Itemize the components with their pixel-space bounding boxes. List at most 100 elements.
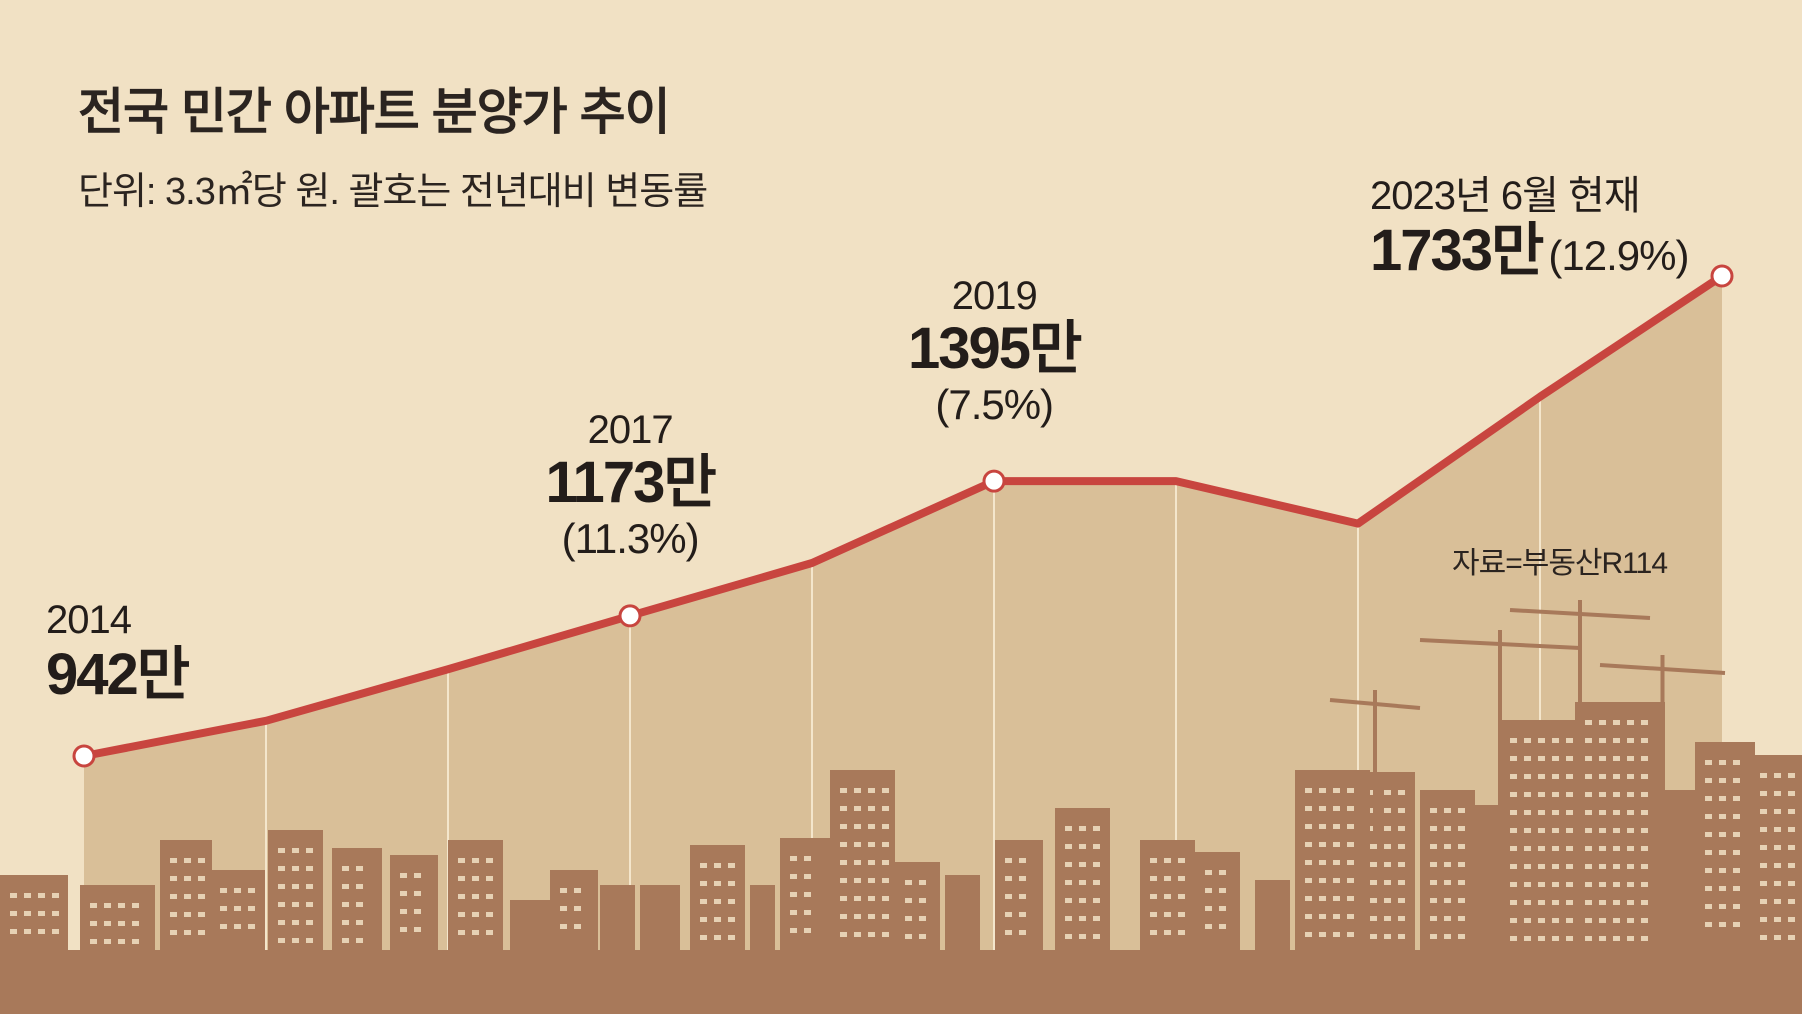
building-window — [1774, 809, 1781, 814]
building-window — [1398, 790, 1405, 795]
building-window — [1205, 870, 1212, 875]
building-window — [1510, 810, 1517, 815]
building-window — [1552, 774, 1559, 779]
building-window — [1370, 916, 1377, 921]
building-window — [882, 932, 889, 937]
building-window — [170, 894, 177, 899]
building-window — [728, 935, 735, 940]
building-window — [574, 888, 581, 893]
building-window — [1524, 936, 1531, 941]
building-window — [414, 909, 421, 914]
building-window — [118, 939, 125, 944]
building-window — [1219, 888, 1226, 893]
building-window — [1370, 898, 1377, 903]
building-window — [1613, 846, 1620, 851]
building-window — [1458, 844, 1465, 849]
building-window — [1705, 832, 1712, 837]
building-window — [1093, 844, 1100, 849]
building-window — [1333, 860, 1340, 865]
building-window — [1641, 900, 1648, 905]
building-window — [52, 911, 59, 916]
building-window — [1627, 936, 1634, 941]
building-window — [1178, 930, 1185, 935]
building-window — [1319, 788, 1326, 793]
building-window — [306, 848, 313, 853]
building-window — [1524, 918, 1531, 923]
building-window — [868, 932, 875, 937]
building-window — [1164, 858, 1171, 863]
building-window — [104, 903, 111, 908]
building-window — [1510, 900, 1517, 905]
building-window — [1398, 862, 1405, 867]
building-window — [356, 902, 363, 907]
building-window — [1585, 846, 1592, 851]
building-window — [458, 858, 465, 863]
building-window — [198, 876, 205, 881]
building-window — [1305, 788, 1312, 793]
building-window — [854, 788, 861, 793]
chart-title: 전국 민간 아파트 분양가 추이 — [78, 84, 671, 140]
building-window — [1538, 774, 1545, 779]
building-window — [104, 939, 111, 944]
building — [0, 950, 1802, 1014]
building-window — [1398, 898, 1405, 903]
building-window — [1524, 738, 1531, 743]
building-window — [24, 929, 31, 934]
building-window — [1444, 934, 1451, 939]
building-window — [1510, 738, 1517, 743]
building-window — [1705, 760, 1712, 765]
building-window — [1760, 845, 1767, 850]
building-window — [1524, 756, 1531, 761]
annotation-year: 2017 — [587, 408, 674, 452]
building-window — [919, 934, 926, 939]
building-window — [560, 924, 567, 929]
building-window — [1079, 916, 1086, 921]
building-window — [854, 806, 861, 811]
building-window — [10, 929, 17, 934]
building-window — [38, 929, 45, 934]
crane — [1419, 630, 1581, 840]
building-window — [1444, 862, 1451, 867]
building-window — [1627, 828, 1634, 833]
building-window — [1370, 934, 1377, 939]
building-window — [278, 884, 285, 889]
building-window — [882, 914, 889, 919]
building-window — [1613, 900, 1620, 905]
building-window — [1538, 846, 1545, 851]
building-window — [1733, 922, 1740, 927]
building-window — [400, 909, 407, 914]
building-window — [804, 910, 811, 915]
building-window — [1641, 720, 1648, 725]
building-window — [1538, 756, 1545, 761]
building-window — [1733, 778, 1740, 783]
building-window — [1538, 882, 1545, 887]
building-window — [840, 896, 847, 901]
building-window — [1305, 824, 1312, 829]
building-window — [1719, 778, 1726, 783]
building-window — [1065, 916, 1072, 921]
building-window — [1641, 756, 1648, 761]
building-window — [1705, 778, 1712, 783]
building-window — [574, 924, 581, 929]
building-window — [356, 920, 363, 925]
building-window — [868, 878, 875, 883]
building-window — [1384, 934, 1391, 939]
building-window — [1566, 864, 1573, 869]
building-window — [1319, 896, 1326, 901]
building-window — [184, 930, 191, 935]
building-window — [1705, 850, 1712, 855]
building-window — [170, 876, 177, 881]
building-window — [1524, 882, 1531, 887]
building-window — [1444, 808, 1451, 813]
building-window — [1613, 720, 1620, 725]
building-window — [1552, 792, 1559, 797]
building-window — [1566, 882, 1573, 887]
data-point-marker-2014 — [72, 744, 96, 768]
building-window — [306, 938, 313, 943]
building-window — [854, 932, 861, 937]
building-window — [170, 930, 177, 935]
building-window — [306, 884, 313, 889]
building-window — [400, 891, 407, 896]
building-window — [905, 934, 912, 939]
building-window — [1760, 791, 1767, 796]
